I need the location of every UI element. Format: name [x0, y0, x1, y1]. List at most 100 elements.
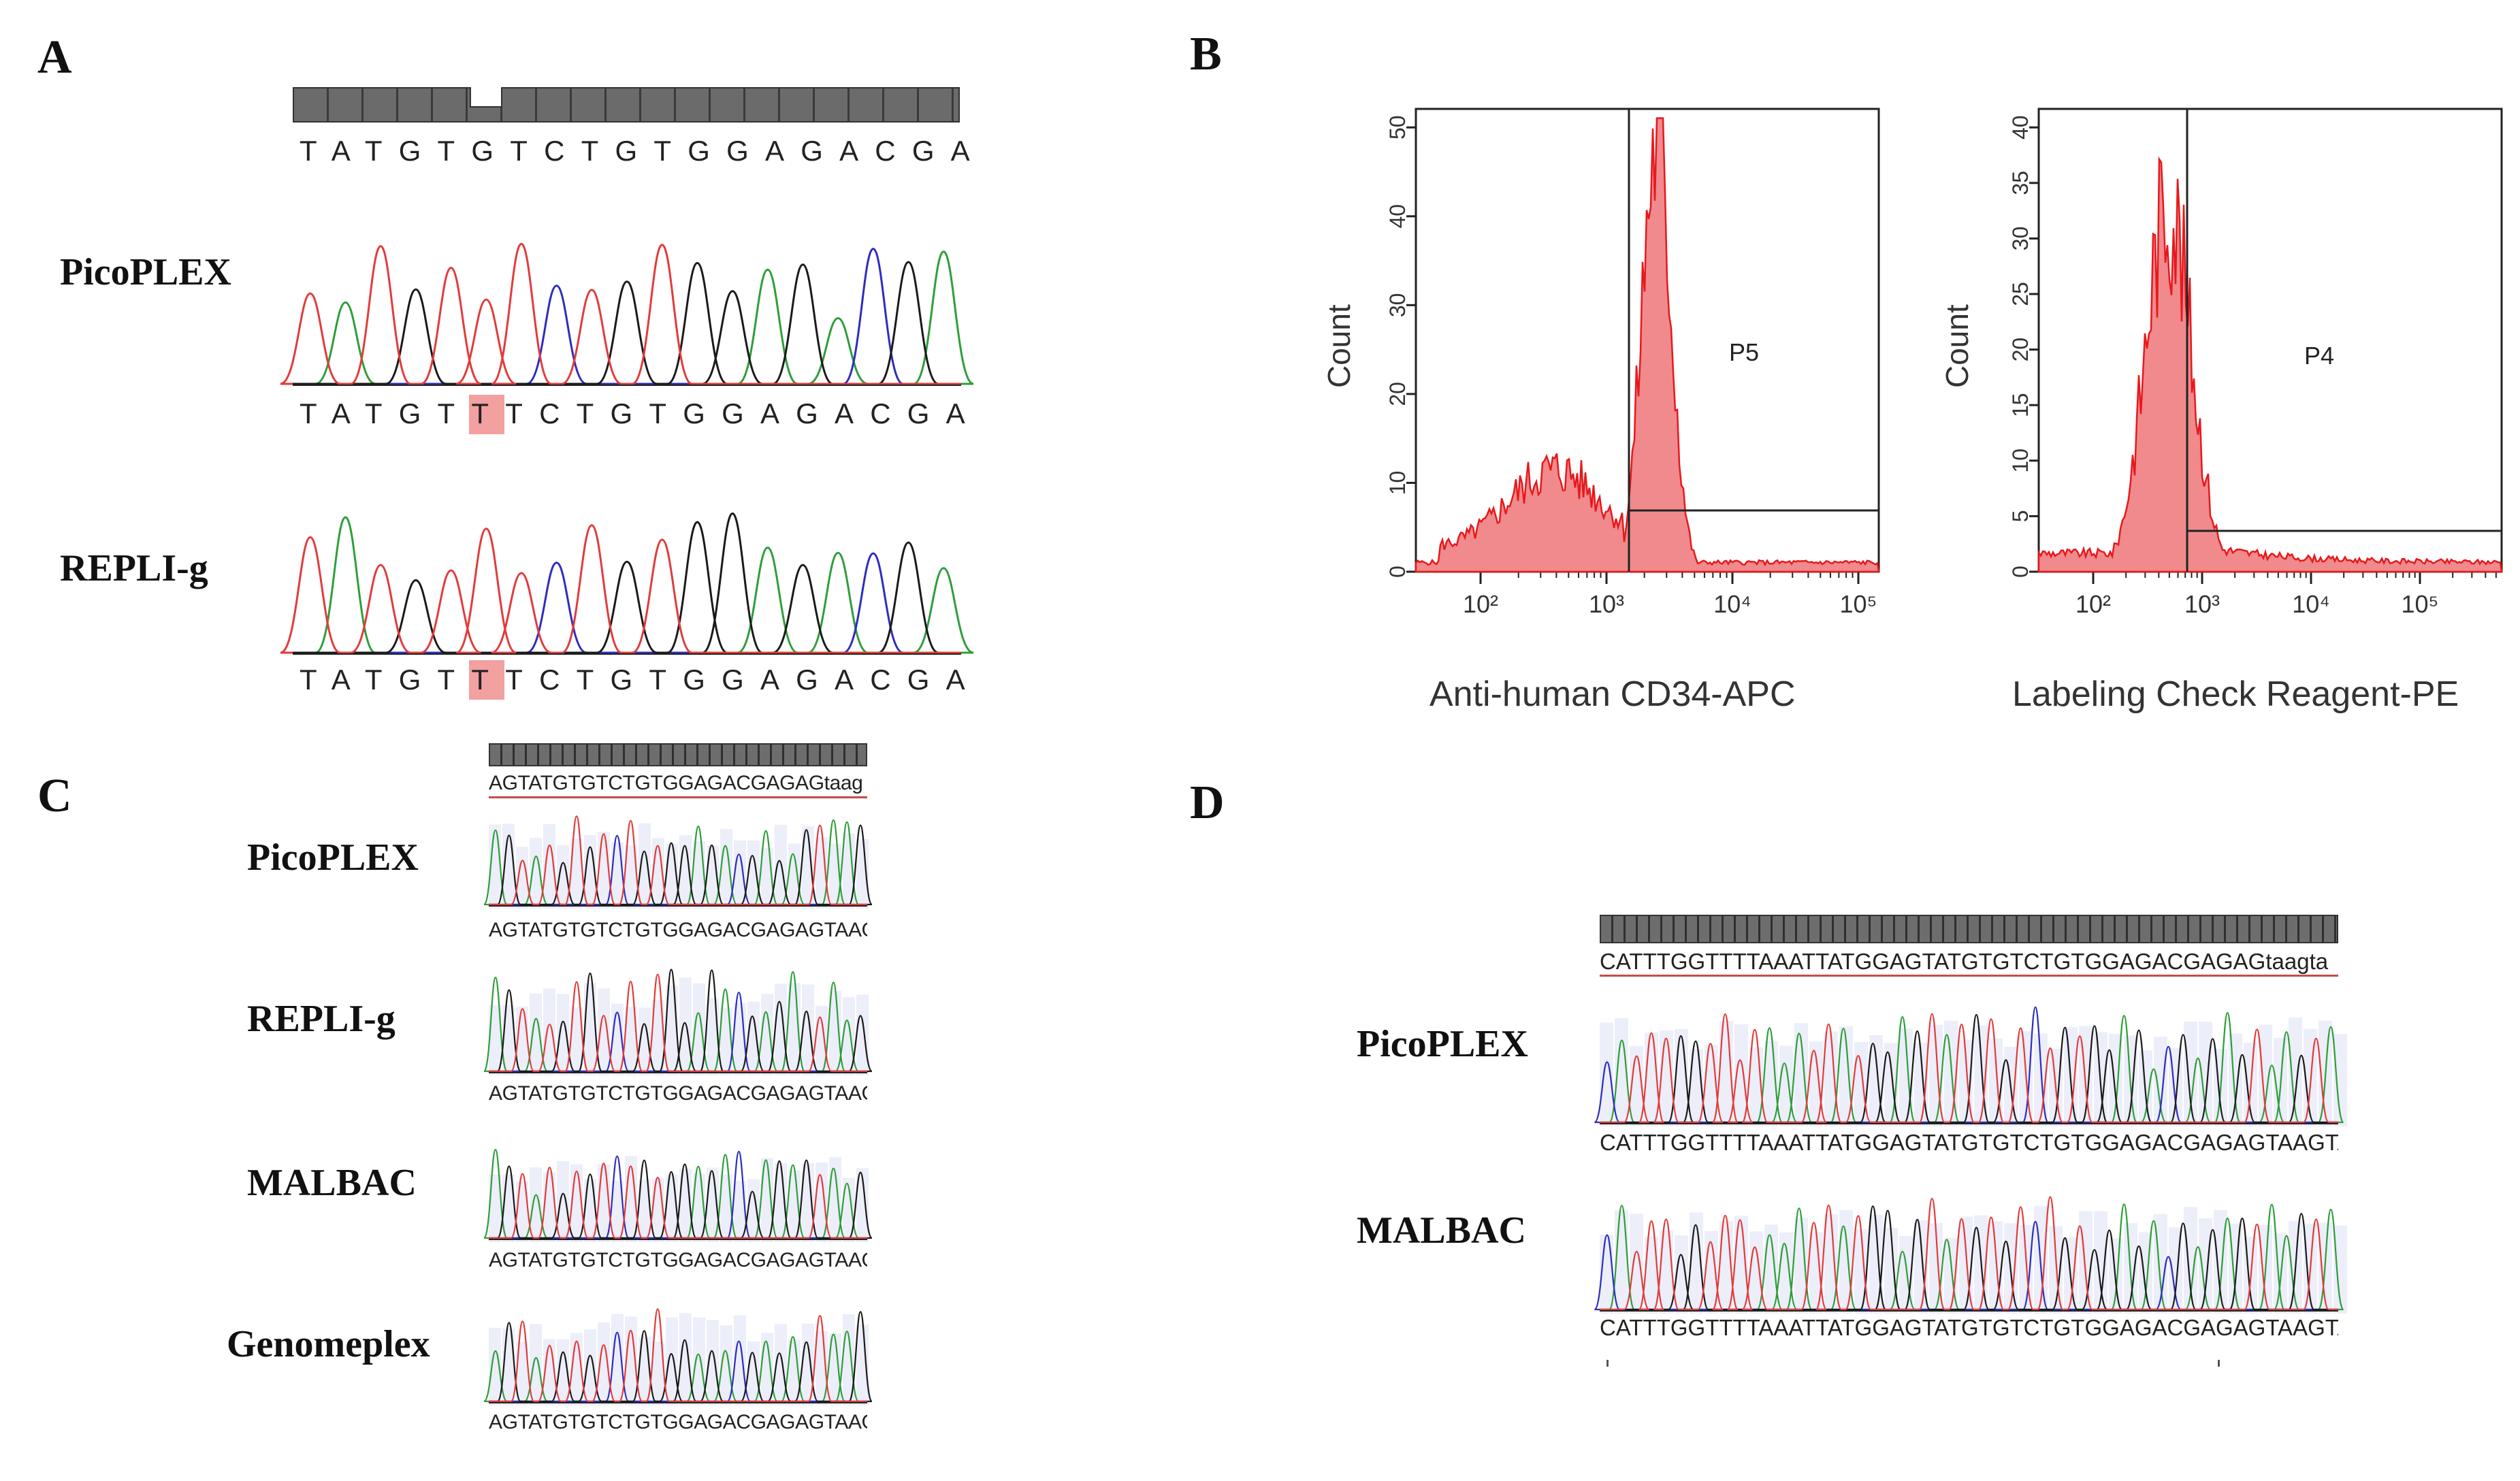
y-tick-label: 50 — [1385, 115, 1410, 140]
quality-bar — [1839, 1026, 1853, 1126]
y-tick-label: 35 — [2008, 171, 2033, 195]
quality-bar — [775, 824, 787, 909]
histogram-area — [1415, 117, 1880, 573]
quality-bar — [775, 1162, 787, 1242]
quality-bar — [530, 993, 542, 1075]
x-tick-label: 10⁵ — [1840, 590, 1877, 618]
quality-bar — [1600, 1022, 1613, 1126]
trace-A — [293, 250, 974, 385]
quality-bar — [1630, 1214, 1643, 1314]
quality-bar — [829, 1156, 841, 1242]
panel-c-row-label-malbac: MALBAC — [247, 1162, 417, 1204]
quality-bar — [775, 1324, 787, 1405]
quality-bar — [856, 1324, 869, 1405]
histogram-cd34-xlabel: Anti-human CD34-APC — [1429, 674, 1796, 714]
quality-bar — [2199, 1022, 2212, 1126]
trace-G — [1600, 1205, 2338, 1311]
panel-c-reference-underline — [489, 796, 867, 798]
y-tick-label: 30 — [1385, 293, 1410, 318]
panel-c-sequence-genomeplex: AGTATGTGTCTGTGGAGACGAGAGTAAG — [489, 1411, 867, 1433]
plot-frame — [2037, 108, 2503, 573]
panel-d-tick-left — [1606, 1360, 1609, 1367]
quality-bar — [639, 823, 651, 909]
x-tick-label: 10² — [2075, 590, 2111, 618]
panel-d-row-label-picoplex: PicoPLEX — [1357, 1023, 1528, 1065]
quality-bar — [625, 845, 637, 909]
quality-bar — [1809, 1232, 1823, 1314]
quality-bar — [734, 1181, 746, 1242]
y-tick-label: 30 — [2008, 227, 2033, 251]
quality-bar — [829, 990, 841, 1075]
quality-bar — [584, 983, 596, 1075]
panel-d-tick-right — [2218, 1360, 2220, 1367]
quality-bar — [625, 1007, 637, 1075]
quality-bar — [1734, 1216, 1748, 1314]
quality-bar — [598, 988, 610, 1075]
trace-A — [293, 516, 974, 654]
quality-bar — [2289, 1018, 2302, 1126]
quality-bar — [584, 834, 596, 909]
quality-bar — [611, 1180, 624, 1242]
quality-bar — [802, 1163, 814, 1242]
quality-bar — [1660, 1231, 1673, 1314]
panel-c-chromatogram-malbac — [483, 1148, 873, 1242]
histogram-labeling-ylabel: Count — [1939, 304, 1975, 388]
quality-bar — [1869, 1035, 1883, 1126]
panel-a-reference-sequence: TATGTGTCTGTGGAGACGA — [300, 135, 986, 167]
quality-bar — [1675, 1235, 1688, 1314]
quality-bar — [2333, 1034, 2347, 1126]
quality-bar — [557, 1339, 569, 1405]
panel-a-sequence-repli-g: TATGTTTCTGTGGAGACGA — [300, 664, 982, 696]
trace-G — [489, 1311, 873, 1403]
panel-a-reference-bar — [293, 87, 960, 123]
quality-bar — [788, 1170, 801, 1242]
panel-c-chromatogram-picoplex — [483, 815, 873, 909]
quality-bar — [2259, 1024, 2272, 1126]
panel-d-chromatogram-malbac — [1594, 1196, 2347, 1314]
trace-G — [293, 261, 961, 385]
panel-c-letter: C — [37, 770, 72, 822]
x-tick-label: 10² — [1463, 590, 1498, 618]
gate-label: P5 — [1729, 338, 1759, 366]
panel-d-reference-bar — [1600, 915, 2338, 943]
panel-a-row-label-repli-g: REPLI-g — [60, 547, 208, 589]
panel-c-reference-bar — [489, 743, 867, 766]
y-tick-label: 10 — [2008, 449, 2033, 473]
quality-bar — [788, 1339, 801, 1405]
y-tick-label: 40 — [2008, 115, 2033, 140]
panel-d-sequence-malbac: CATTTGGTTTTAAATTATGGAGTATGTGTCTGTGGAGACG… — [1600, 1315, 2338, 1340]
panel-a-mutation-highlight-picoplex — [469, 395, 504, 434]
x-tick-label: 10⁴ — [2292, 590, 2330, 618]
quality-bar — [2094, 1211, 2107, 1314]
quality-bar — [639, 1007, 651, 1075]
quality-bar — [734, 1315, 746, 1405]
panel-c-reference-sequence: AGTATGTGTCTGTGGAGACGAGAGtaag — [489, 772, 863, 794]
histogram-labeling: 0 5 10 15 20 25 30 35 40 10² 10³ 10⁴ 10⁵ P4 — [2008, 108, 2503, 618]
quality-bar — [543, 1172, 555, 1242]
quality-bar — [516, 1341, 528, 1405]
quality-bar — [516, 847, 528, 909]
panel-c-sequence-malbac: AGTATGTGTCTGTGGAGACGAGAGTAAG — [489, 1249, 867, 1271]
y-tick-label: 5 — [2008, 510, 2033, 523]
quality-bar — [2229, 1033, 2242, 1126]
histogram-cd34: 0 10 20 30 40 50 10² 10³ 10⁴ 10⁵ P5 — [1385, 108, 1880, 618]
trace-T — [1600, 1013, 2338, 1124]
quality-bar — [1794, 1218, 1808, 1314]
quality-bar — [489, 1174, 501, 1242]
trace-G — [1600, 1013, 2338, 1124]
quality-bar — [489, 1005, 501, 1075]
y-tick-label: 25 — [2008, 282, 2033, 306]
quality-bar — [530, 1324, 542, 1405]
quality-bar — [1779, 1045, 1793, 1126]
panel-c-row-label-picoplex: PicoPLEX — [247, 836, 419, 879]
quality-bar — [761, 1158, 773, 1242]
quality-bar — [802, 1323, 814, 1405]
quality-bar — [1734, 1024, 1748, 1126]
panel-c-sequence-picoplex: AGTATGTGTCTGTGGAGACGAGAGTAAG — [489, 919, 867, 941]
trace-G — [489, 969, 873, 1073]
panel-c-row-label-genomeplex: Genomeplex — [227, 1323, 430, 1365]
quality-bar — [2184, 1022, 2197, 1126]
quality-bar — [489, 1327, 501, 1405]
quality-bar — [843, 997, 855, 1075]
quality-bar — [802, 984, 814, 1075]
